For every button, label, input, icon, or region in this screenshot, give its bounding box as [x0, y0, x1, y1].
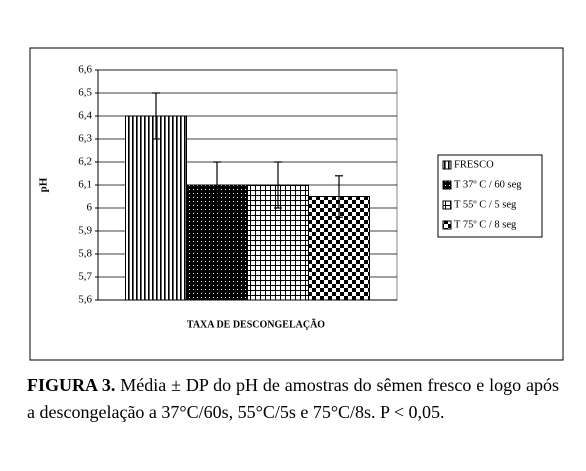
y-tick-label: 6 — [87, 202, 93, 214]
legend-swatch — [442, 220, 452, 230]
chart: pH TAXA DE DESCONGELAÇÃO 5,6 5,7 5,8 5,9 6 6,… — [29, 47, 564, 361]
error-bar — [274, 161, 282, 209]
y-tick-label: 5,7 — [78, 271, 92, 283]
y-tick-label: 6,5 — [78, 87, 92, 99]
x-axis-label: TAXA DE DESCONGELAÇÃO — [187, 318, 325, 330]
y-tick-label: 6,6 — [78, 64, 92, 76]
legend-label: T 37º C / 60 seg — [454, 179, 522, 190]
legend-swatch — [442, 200, 452, 210]
bar — [125, 115, 187, 301]
y-axis-label: pH — [38, 177, 50, 192]
y-tick-label: 6,2 — [78, 156, 92, 168]
y-tick-label: 5,8 — [78, 248, 92, 260]
chart-frame — [29, 47, 564, 361]
legend-swatch — [442, 180, 452, 190]
legend-label: T 75º C / 8 seg — [454, 219, 517, 230]
caption-text: Média ± DP do pH de amostras do sêmen fr… — [27, 375, 559, 422]
y-tick-label: 5,6 — [78, 294, 92, 306]
y-tick-label: 6,1 — [78, 179, 92, 191]
caption: FIGURA 3. Média ± DP do pH de amostras d… — [27, 372, 559, 426]
y-tick-label: 5,9 — [78, 225, 92, 237]
error-bar — [152, 92, 160, 140]
legend-swatch — [442, 160, 452, 170]
y-tick-label: 6,4 — [78, 110, 92, 122]
legend-label: T 55º C / 5 seg — [454, 199, 517, 210]
caption-label: FIGURA 3. — [27, 375, 116, 395]
error-bar — [213, 161, 221, 209]
y-tick-label: 6,3 — [78, 133, 92, 145]
legend — [437, 154, 543, 238]
error-bar — [335, 175, 343, 218]
legend-label: FRESCO — [454, 159, 494, 170]
